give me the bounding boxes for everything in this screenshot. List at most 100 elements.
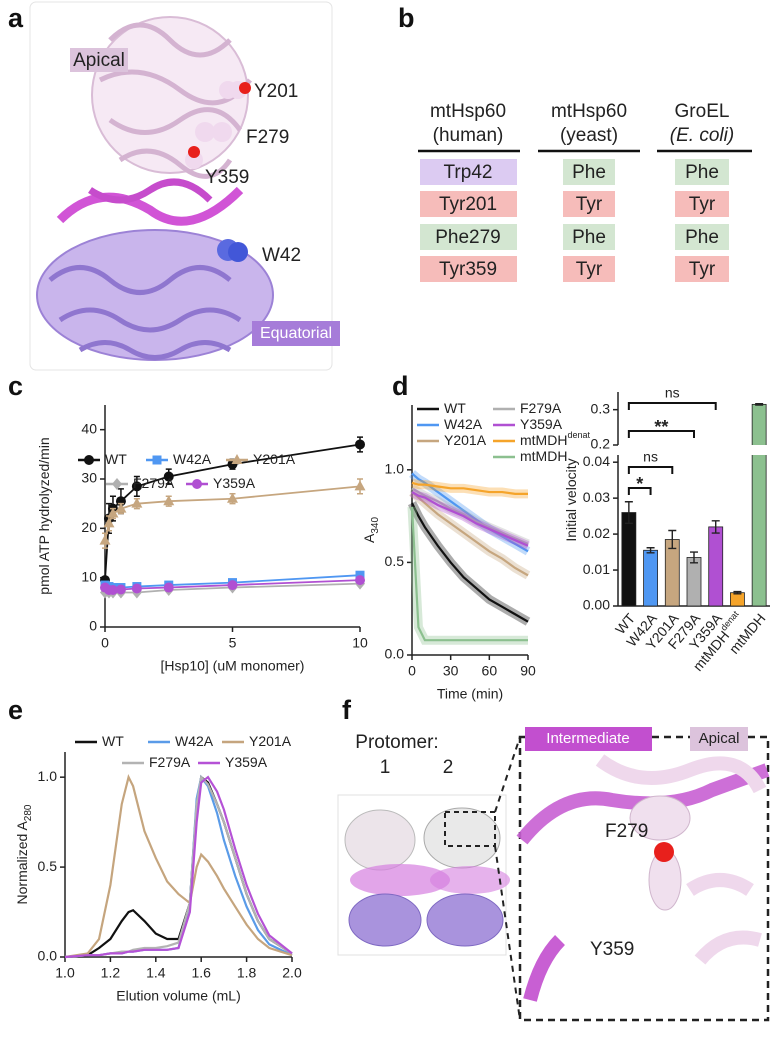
line (64, 774, 293, 959)
legend-label: Y359A (213, 475, 256, 491)
line (411, 487, 529, 545)
label: F279 (246, 127, 289, 148)
marker (131, 497, 143, 508)
y-axis-label: pmol ATP hydrolyzed/min (36, 437, 52, 594)
x-tick-label: 5 (229, 635, 237, 651)
legend-label: Y201A (253, 451, 296, 467)
text-part: WT (105, 451, 127, 467)
text-part: mtMDH (520, 432, 567, 448)
label: Y201 (254, 81, 298, 102)
text-part: Y201A (444, 432, 487, 448)
line (411, 491, 529, 577)
panel-letter: c (8, 371, 23, 401)
text-part: Normalized A (14, 821, 30, 905)
structure-f (337, 727, 770, 1022)
marker (354, 480, 366, 491)
x-tick-label: 0 (408, 663, 416, 679)
x-tick-label: 2.0 (282, 965, 302, 981)
error-bar (690, 551, 698, 564)
text-part: Y359A (213, 475, 256, 491)
label: Y359 (590, 939, 634, 960)
marker (152, 455, 162, 465)
x-tick-label: 30 (443, 663, 459, 679)
label: Intermediate (546, 730, 629, 747)
table-cell (563, 224, 615, 250)
bar (686, 557, 702, 607)
text-part: Y201A (249, 733, 292, 749)
y-tick-label: 0.0 (385, 646, 405, 662)
marker (107, 507, 119, 518)
text-part: 340 (370, 517, 381, 534)
table-cell-text: Phe279 (435, 227, 501, 248)
table-header: mtHsp60 (551, 101, 627, 122)
text-part: mtMDH (520, 448, 567, 464)
marker (107, 585, 118, 595)
x-tick-label: 1.8 (237, 965, 257, 981)
text-part: Y359A (225, 754, 268, 770)
error-bar (668, 529, 677, 550)
legend-label: Y201A (249, 733, 292, 749)
label: 1 (380, 757, 391, 778)
y-axis-label: Normalized A280 (14, 804, 34, 904)
marker (131, 481, 142, 492)
table-cell-text: Phe (685, 227, 719, 248)
line (64, 775, 293, 959)
marker (231, 454, 243, 464)
legend-label: F279A (133, 475, 175, 491)
marker (163, 582, 174, 593)
x-axis-label: [Hsp10] (uM monomer) (161, 658, 305, 674)
label: Y359 (205, 167, 249, 188)
table-header: GroEL (675, 101, 730, 122)
sig-bracket (627, 430, 695, 438)
x-tick-label: 60 (482, 663, 498, 679)
table-header: (yeast) (560, 125, 618, 146)
panel-letter: e (8, 695, 23, 725)
line (411, 502, 529, 623)
structure-a: Apical Y201 F279 Y359 W42 Equatorial (29, 1, 340, 371)
table-cell-text: Tyr359 (439, 259, 497, 280)
legend-label: W42A (173, 451, 212, 467)
y-tick-label: 0.01 (583, 561, 610, 577)
table-header: (human) (433, 125, 504, 146)
y-tick-label: 0.04 (583, 453, 610, 469)
marker (84, 455, 94, 465)
x-tick-label: 90 (520, 663, 536, 679)
text-part: WT (444, 400, 466, 416)
legend-label: mtMDH (520, 448, 567, 464)
marker (115, 584, 126, 595)
text-part: F279A (149, 754, 191, 770)
x-tick-label: 10 (352, 635, 368, 651)
y-tick-label: 40 (81, 420, 97, 436)
line (410, 506, 528, 642)
y-tick-label: 0.0 (38, 948, 58, 964)
table-cell-text: Tyr201 (439, 194, 497, 215)
legend-label: WT (444, 400, 466, 416)
table-cell (563, 191, 615, 217)
table-header: (E. coli) (670, 125, 734, 146)
table-cell (675, 224, 729, 250)
y-tick-label: 1.0 (385, 461, 405, 477)
table-header: mtHsp60 (430, 101, 506, 122)
marker (115, 502, 127, 513)
marker (163, 495, 175, 506)
line (64, 774, 293, 959)
x-tick-label: 1.4 (146, 965, 166, 981)
legend-label: F279A (520, 400, 562, 416)
x-tick-label: 1.0 (55, 965, 75, 981)
legend-label: Y359A (225, 754, 268, 770)
table-cell-text: Trp42 (444, 162, 493, 183)
text-part: F279A (520, 400, 562, 416)
marker (163, 471, 174, 482)
marker (355, 439, 365, 450)
label: 2 (443, 757, 454, 778)
sig-label: ** (654, 417, 668, 437)
legend-label: W42A (444, 416, 483, 432)
legend-label: W42A (175, 733, 214, 749)
table-cell-text: Tyr (576, 194, 603, 215)
marker (192, 479, 202, 489)
legend-label: WT (105, 451, 127, 467)
x-tick-label: 1.6 (191, 965, 211, 981)
table-cell-text: Tyr (689, 194, 716, 215)
marker (227, 580, 238, 591)
table-cell (675, 191, 729, 217)
